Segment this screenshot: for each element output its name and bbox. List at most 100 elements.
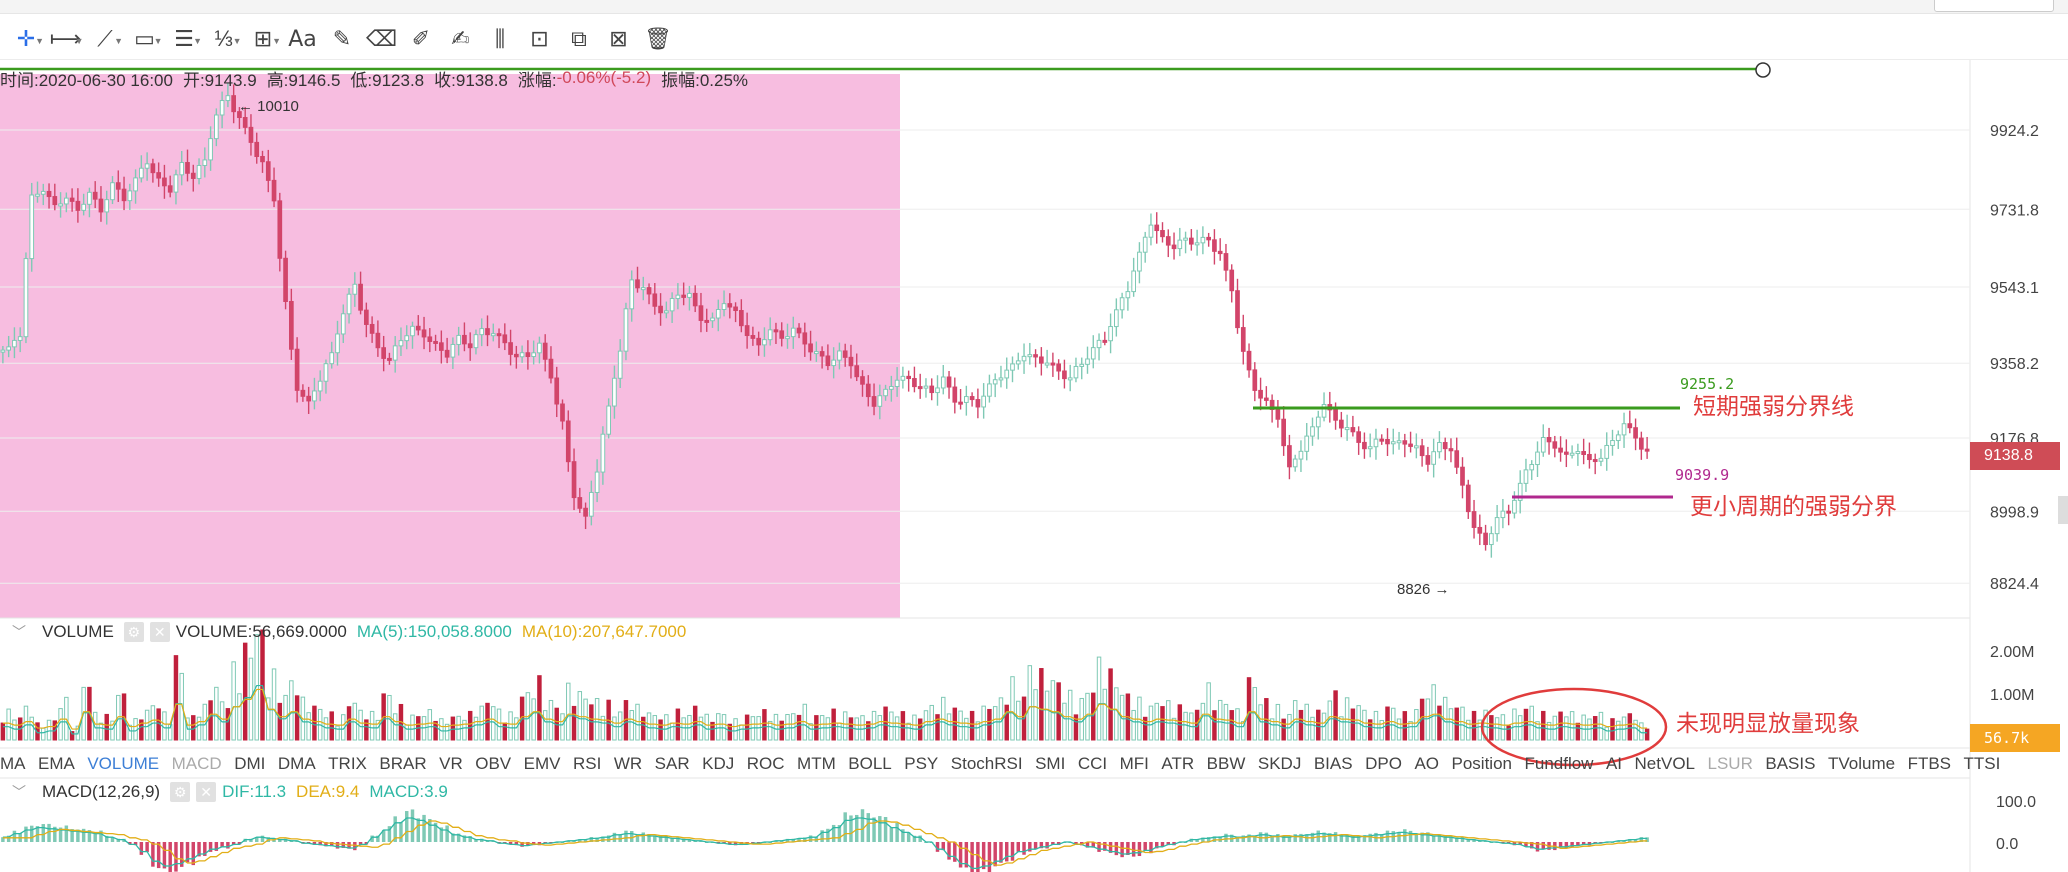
macd-histogram-bar [878, 816, 882, 842]
text-tool-icon[interactable]: Aa [288, 26, 317, 52]
fibonacci-tool-icon[interactable]: ⅓ ▼ [214, 26, 242, 51]
copy-tool-icon[interactable]: ⧉ [571, 26, 587, 51]
indicator-tab-psy[interactable]: PSY [904, 754, 939, 773]
indicator-tab-obv[interactable]: OBV [475, 754, 512, 773]
macd-histogram-bar [1576, 842, 1580, 847]
macd-histogram-bar [1195, 839, 1199, 842]
indicator-tab-dmi[interactable]: DMI [234, 754, 266, 773]
indicator-tab-vr[interactable]: VR [439, 754, 463, 773]
indicator-tab-smi[interactable]: SMI [1035, 754, 1066, 773]
indicator-tab-bbw[interactable]: BBW [1206, 754, 1246, 773]
high-marker: ← 10010 [238, 98, 299, 115]
volume-bar [600, 715, 606, 741]
indicator-tab-brar[interactable]: BRAR [379, 754, 427, 773]
volume-bar [1067, 689, 1073, 741]
indicator-tab-roc[interactable]: ROC [746, 754, 785, 773]
settings-gear-icon[interactable]: ⚙ [170, 782, 191, 802]
tool-caret-icon[interactable]: ▼ [35, 36, 44, 46]
indicator-tab-skdj[interactable]: SKDJ [1257, 754, 1302, 773]
indicator-tab-dpo[interactable]: DPO [1365, 754, 1402, 773]
volume-bar [981, 705, 986, 741]
candle-body [1073, 365, 1079, 379]
indicator-tab-fundflow[interactable]: Fundflow [1524, 754, 1594, 773]
indicator-tab-sar[interactable]: SAR [654, 754, 690, 773]
macd-histogram-bar [208, 842, 213, 852]
candle-body [727, 303, 733, 308]
candle-body [1246, 350, 1252, 371]
chart-canvas[interactable]: 9255.2 短期强弱分界线 9039.9 更小周期的强弱分界 ← 10010 … [0, 60, 2068, 872]
volume-bar [767, 720, 773, 741]
line-lower-value: 9039.9 [1675, 466, 1729, 484]
window-button[interactable] [1934, 0, 2054, 12]
candle-body [831, 359, 836, 367]
indicator-tab-cci[interactable]: CCI [1077, 754, 1108, 773]
horizontal-line-tool-icon[interactable]: ⟼ ▼ [49, 26, 84, 51]
indicator-tab-ma[interactable]: MA [0, 754, 26, 773]
tool-caret-icon[interactable]: ▼ [114, 36, 123, 46]
tool-caret-icon[interactable]: ▼ [74, 36, 84, 46]
indicator-tab-netvol[interactable]: NetVOL [1634, 754, 1696, 773]
candle-body [1362, 441, 1367, 450]
indicator-tab-atr[interactable]: ATR [1161, 754, 1195, 773]
volume-bar [271, 668, 277, 741]
line-handle[interactable] [1755, 62, 1771, 78]
indicator-tab-boll[interactable]: BOLL [848, 754, 892, 773]
tool-caret-icon[interactable]: ▼ [153, 36, 163, 46]
indicator-tab-dma[interactable]: DMA [277, 754, 316, 773]
indicator-tab-ftbs[interactable]: FTBS [1907, 754, 1952, 773]
indicator-tab-rsi[interactable]: RSI [573, 754, 602, 773]
trash-icon[interactable]: 🗑 [644, 26, 672, 52]
axis-scroll-handle[interactable] [2058, 496, 2068, 524]
brush-tool-icon[interactable]: ✎ [332, 26, 352, 51]
volume-bar [104, 713, 109, 741]
macd-histogram-bar [428, 818, 432, 842]
pattern-tool-icon[interactable]: ⫼ [494, 26, 506, 51]
indicator-tab-ttsi[interactable]: TTSI [1963, 754, 2001, 773]
lock-tool-icon[interactable]: ⊡ [530, 26, 549, 51]
indicator-tab-trix[interactable]: TRIX [328, 754, 367, 773]
indicator-tab-wr[interactable]: WR [613, 754, 643, 773]
settings-gear-icon[interactable]: ⚙ [123, 622, 144, 642]
candle-body [819, 351, 825, 357]
indicator-tab-tvolume[interactable]: TVolume [1827, 754, 1896, 773]
trend-line-tool-icon[interactable]: ⟋ ▼ [97, 26, 123, 51]
indicator-tab-ao[interactable]: AO [1414, 754, 1439, 773]
parallel-lines-tool-icon[interactable]: ☰ ▼ [174, 26, 202, 51]
indicator-tab-macd[interactable]: MACD [171, 754, 222, 773]
macd-histogram-bar [606, 835, 611, 842]
pen-tool-icon[interactable]: ✐ [411, 26, 431, 51]
indicator-tab-volume[interactable]: VOLUME [87, 754, 160, 773]
indicator-tab-kdj[interactable]: KDJ [702, 754, 735, 773]
volume-bar [335, 725, 340, 741]
ohlc-open: 开:9143.9 [182, 70, 257, 90]
signature-tool-icon[interactable]: ✍ [451, 26, 470, 51]
indicator-tab-emv[interactable]: EMV [523, 754, 561, 773]
macd-histogram-bar [1293, 834, 1297, 842]
indicator-tab-mtm[interactable]: MTM [797, 754, 836, 773]
tool-caret-icon[interactable]: ▼ [193, 36, 202, 46]
close-icon[interactable]: ✕ [196, 782, 217, 802]
macd-histogram-bar [185, 842, 190, 863]
volume-bar [1206, 682, 1211, 741]
indicator-tab-bias[interactable]: BIAS [1313, 754, 1353, 773]
template-tool-icon[interactable]: ⊠ [609, 26, 628, 51]
eraser-tool-icon[interactable]: ⌫ [365, 26, 398, 51]
indicator-tab-position[interactable]: Position [1451, 754, 1512, 773]
macd-histogram-bar [1033, 842, 1038, 850]
macd-histogram-bar [653, 835, 657, 842]
indicator-tab-stochrsi[interactable]: StochRSI [950, 754, 1023, 773]
indicator-tab-lsur[interactable]: LSUR [1707, 754, 1753, 773]
collapse-chevron-icon[interactable]: ﹀ [12, 624, 26, 640]
candle-body [946, 376, 952, 388]
indicator-tab-mfi[interactable]: MFI [1119, 754, 1149, 773]
rectangle-tool-icon[interactable]: ▭ ▼ [134, 26, 163, 51]
tool-caret-icon[interactable]: ▼ [232, 36, 242, 46]
crosshair-tool-icon[interactable]: ✛ ▼ [16, 26, 44, 51]
indicator-tab-ema[interactable]: EMA [38, 754, 75, 773]
indicator-tab-ai[interactable]: AI [1605, 754, 1623, 773]
indicator-tab-basis[interactable]: BASIS [1765, 754, 1816, 773]
collapse-chevron-icon[interactable]: ﹀ [12, 784, 26, 800]
close-icon[interactable]: ✕ [149, 622, 170, 642]
tool-caret-icon[interactable]: ▼ [272, 36, 281, 46]
measure-tool-icon[interactable]: ⊞ ▼ [253, 26, 281, 51]
